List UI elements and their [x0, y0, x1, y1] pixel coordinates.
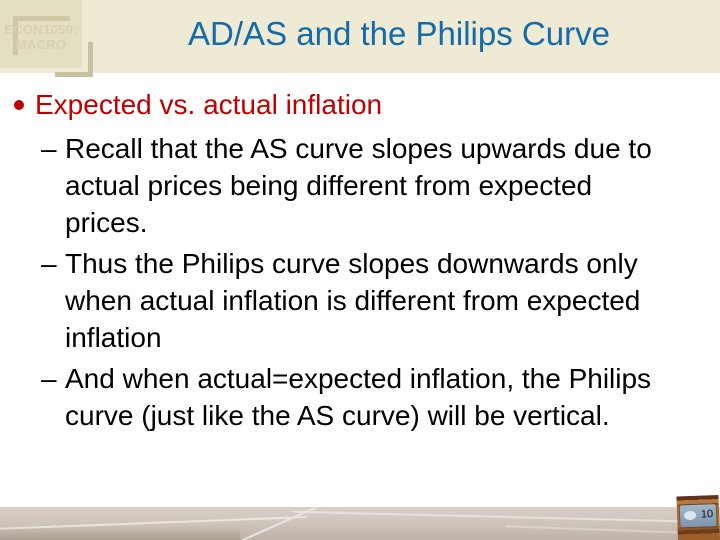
bullet-expected-vs-actual: Expected vs. actual inflation [0, 86, 710, 123]
text-line: Recall that the AS curve slopes upwards … [65, 133, 652, 164]
dash-icon: – [41, 133, 57, 164]
text-line: And when actual=expected inflation, the … [65, 363, 652, 394]
bullet-dot-icon [14, 100, 24, 110]
slide-body: Expected vs. actual inflation – Recall t… [0, 73, 720, 438]
logo-text: ECON1050: MACRO [0, 22, 82, 52]
tile-grout-line [292, 510, 720, 524]
header-band: AD/AS and the Philips Curve ECON1050: MA… [0, 0, 720, 77]
sub-bullet-recall: – Recall that the AS curve slopes upward… [41, 130, 714, 241]
logo-bracket-top-left [13, 16, 70, 55]
logo-bracket-bottom-right [55, 42, 93, 77]
text-line: curve (just like the AS curve) will be v… [65, 400, 610, 431]
text-line: actual prices being different from expec… [65, 170, 593, 201]
sub-bullet-and-when: – And when actual=expected inflation, th… [41, 360, 714, 434]
dash-icon: – [41, 248, 57, 279]
text-line: prices. [65, 207, 148, 238]
text-line: Thus the Philips curve slopes downwards … [65, 248, 638, 279]
logo-course-code: ECON1050: [4, 22, 78, 37]
floor-shadow [0, 526, 240, 540]
floor-photo-strip [0, 507, 720, 540]
thumbnail-panel: 10 [679, 504, 717, 528]
text-line: when actual inflation is different from … [65, 285, 641, 316]
sub-bullet-thus: – Thus the Philips curve slopes downward… [41, 245, 714, 356]
text-line: inflation [65, 322, 162, 353]
page-number: 10 [700, 508, 714, 521]
bullet-text: Expected vs. actual inflation [35, 89, 383, 120]
thumbnail-ellipse-icon [683, 510, 697, 521]
dash-icon: – [41, 363, 57, 394]
logo-course-name: MACRO [15, 37, 67, 52]
slide-title: AD/AS and the Philips Curve [188, 15, 610, 52]
course-logo: ECON1050: MACRO [0, 0, 93, 77]
corner-photo-thumbnail: 10 [676, 495, 720, 540]
